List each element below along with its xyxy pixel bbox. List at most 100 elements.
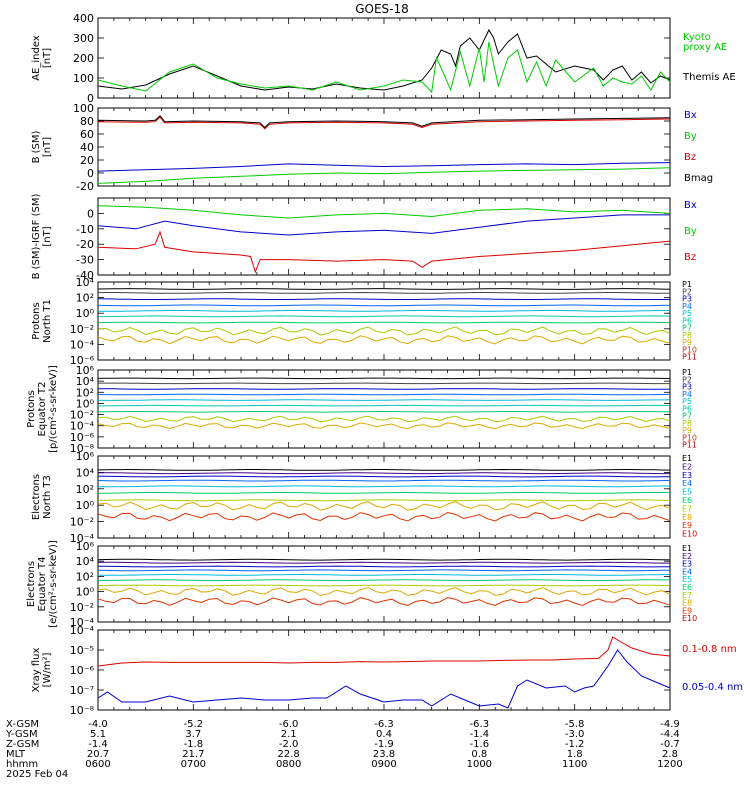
series-line	[97, 393, 671, 396]
series-line	[98, 310, 670, 312]
channel-legend-label: E3	[682, 560, 692, 569]
y-tick-label: 10⁻⁴	[70, 420, 95, 433]
series-line	[97, 584, 671, 587]
y-tick-label: 10⁻⁶	[70, 431, 95, 444]
series-line	[97, 579, 670, 582]
legend-label: Themis AE	[682, 72, 736, 83]
channel-legend-label: P5	[682, 309, 692, 318]
series-line	[97, 415, 671, 423]
y-axis-label: AE_index	[31, 35, 42, 81]
channel-legend-label: E5	[682, 488, 692, 497]
channel-legend-label: P1	[682, 368, 692, 377]
y-axis-label: [nT]	[42, 226, 53, 246]
y-tick-label: 10⁰	[76, 499, 95, 512]
panel-pn: Protons North T1 10⁻⁶ 10⁻⁴ 10⁻² 10⁰ 10² 10⁴ P1P2…	[31, 276, 697, 367]
series-line	[97, 558, 671, 561]
channel-legend-label: P5	[682, 397, 692, 406]
series-line	[97, 167, 671, 184]
ephemeris-row-label: MLT	[6, 749, 26, 760]
y-tick-label: 10⁻⁴	[70, 624, 95, 637]
ephemeris-value: 2.1	[281, 729, 297, 740]
legend-label: 0.05-0.4 nm	[682, 682, 743, 693]
ephemeris-row-label: Z-GSM	[6, 739, 39, 750]
series-line	[97, 321, 671, 324]
y-tick-label: 0	[87, 207, 94, 220]
y-axis-label: B (SM)-IGRF (SM)	[31, 194, 42, 280]
ephemeris-value: 5.1	[90, 729, 106, 740]
legend-label: Bmag	[684, 173, 713, 184]
y-tick-label: 10⁶	[76, 540, 95, 553]
legend-label: Bx	[684, 200, 697, 211]
series-line	[97, 326, 671, 336]
y-tick-label: 100	[73, 102, 94, 115]
ephemeris-value: 0700	[181, 759, 206, 770]
y-tick-label: 10²	[76, 483, 94, 496]
y-axis-label: Equator T4	[37, 557, 48, 612]
panel-xr: Xray flux [W/m²] 10⁻⁸ 10⁻⁷ 10⁻⁶ 10⁻⁵ 10⁻⁴ 0.1-0…	[31, 624, 743, 717]
y-tick-label: 0	[87, 167, 94, 180]
y-axis-label: Electrons	[26, 561, 37, 607]
ephemeris-value: -6.3	[470, 719, 490, 730]
series-line	[97, 41, 671, 94]
legend-label: Bz	[684, 152, 696, 163]
y-axis-label: North T1	[42, 299, 53, 343]
series-line	[97, 162, 671, 172]
series-line	[97, 561, 670, 564]
plot-title: GOES-18	[355, 2, 409, 16]
series-line	[97, 587, 671, 596]
ephemeris-value: 21.7	[182, 749, 204, 760]
ephemeris-row-label: 2025 Feb 04	[6, 769, 68, 780]
series-line	[97, 230, 671, 274]
ephemeris-value: -4.4	[660, 729, 680, 740]
channel-legend-label: E3	[682, 471, 692, 480]
series-line	[97, 291, 670, 294]
ephemeris-value: 0600	[85, 759, 110, 770]
channel-legend-label: E4	[682, 567, 692, 576]
y-tick-label: 10⁻⁷	[70, 684, 94, 697]
series-line	[97, 335, 671, 345]
series-line	[97, 214, 670, 236]
channel-legend-label: E7	[682, 504, 692, 513]
y-tick-label: 80	[80, 115, 94, 128]
ephemeris-value: -3.0	[565, 729, 585, 740]
series-line	[97, 468, 671, 471]
channel-legend-label: P3	[682, 295, 692, 304]
series-line	[97, 315, 671, 318]
channel-legend-label: P10	[682, 433, 697, 442]
ephemeris-value: 1100	[562, 759, 587, 770]
channel-legend-label: E6	[682, 496, 692, 505]
channel-legend-label: E5	[682, 575, 692, 584]
legend-label: Kyoto	[683, 32, 711, 43]
channel-legend-label: P2	[682, 287, 692, 296]
ephemeris-value: -1.4	[470, 729, 490, 740]
channel-legend-label: E8	[682, 513, 692, 522]
y-axis-label: Protons	[26, 390, 37, 427]
series-line	[97, 597, 671, 607]
ephemeris-value: -4.0	[88, 719, 108, 730]
ephemeris-value: -1.8	[184, 739, 204, 750]
series-line	[97, 492, 671, 494]
y-axis-label: [nT]	[42, 137, 53, 157]
y-tick-label: 0	[87, 92, 94, 105]
channel-legend-label: E2	[682, 552, 692, 561]
legend-label: proxy AE	[683, 42, 727, 53]
channel-legend-label: E9	[682, 606, 692, 615]
channel-legend-label: P4	[682, 302, 692, 311]
y-tick-label: 20	[80, 154, 94, 167]
series-line	[97, 304, 671, 307]
y-tick-label: 10⁴	[76, 466, 95, 479]
panel-ee: Electrons Equator T4 [e/(cm²-s-sr-keV)] 10⁻…	[26, 540, 697, 629]
channel-legend-label: P6	[682, 316, 692, 325]
ephemeris-value: -5.8	[565, 719, 585, 730]
series-line	[97, 499, 671, 502]
y-tick-label: 10⁻⁴	[70, 532, 95, 545]
series-line	[98, 485, 671, 488]
channel-legend-label: P4	[682, 390, 692, 399]
ephemeris-row-label: hhmm	[6, 759, 38, 770]
channel-legend-label: P6	[682, 404, 692, 413]
y-tick-label: 10⁻⁴	[70, 338, 95, 351]
channel-legend-label: E7	[682, 591, 692, 600]
